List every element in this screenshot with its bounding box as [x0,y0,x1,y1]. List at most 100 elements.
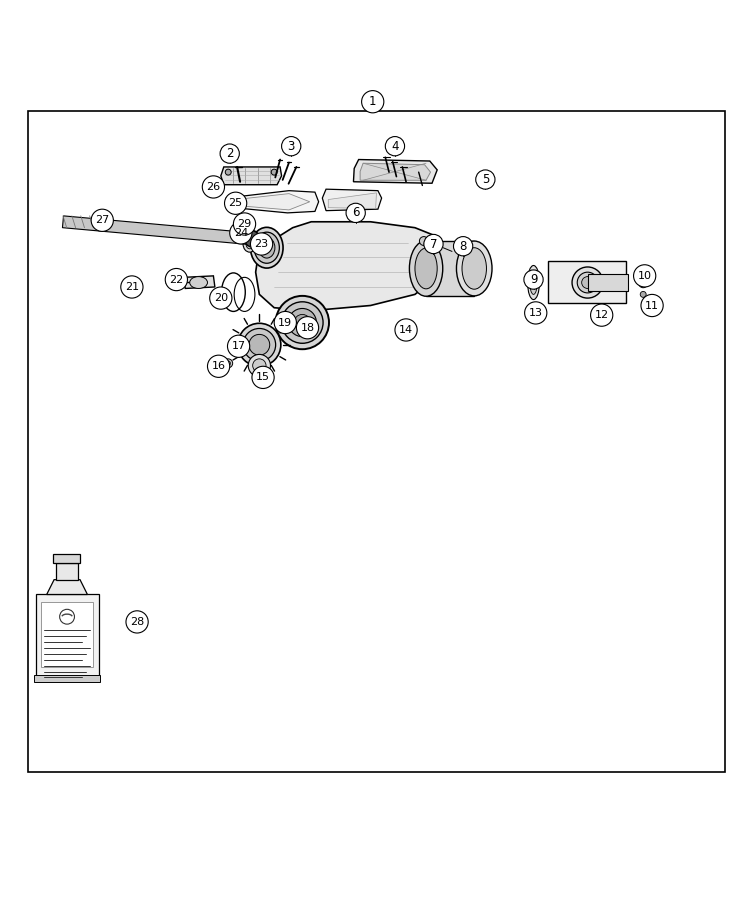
Circle shape [591,304,613,327]
Text: 13: 13 [529,308,542,318]
Circle shape [230,221,252,244]
Text: 2: 2 [226,147,233,160]
Text: 9: 9 [530,273,537,286]
Circle shape [385,137,405,156]
Bar [28,111,725,772]
Text: 22: 22 [169,274,184,284]
Circle shape [59,609,75,624]
Text: 8: 8 [459,239,467,253]
Ellipse shape [276,296,329,349]
Circle shape [274,311,296,334]
Ellipse shape [253,359,266,373]
Ellipse shape [582,276,594,289]
Circle shape [226,361,230,365]
Polygon shape [226,191,319,213]
Circle shape [634,265,656,287]
Polygon shape [53,554,80,563]
Polygon shape [184,276,215,289]
Circle shape [639,279,648,288]
Text: 10: 10 [638,271,651,281]
Ellipse shape [528,266,539,300]
Text: 5: 5 [482,173,489,186]
Circle shape [296,317,319,339]
Ellipse shape [243,236,256,252]
Ellipse shape [190,276,207,289]
Polygon shape [36,595,99,676]
Ellipse shape [245,230,259,247]
Circle shape [250,233,273,255]
Circle shape [233,213,256,235]
Circle shape [271,169,277,176]
Text: 25: 25 [228,198,243,208]
Ellipse shape [250,228,283,268]
Ellipse shape [530,271,537,294]
Text: 11: 11 [645,301,659,310]
Circle shape [227,335,250,357]
Circle shape [419,237,428,246]
Circle shape [640,292,646,297]
Circle shape [207,356,230,377]
Text: 23: 23 [254,239,269,249]
Text: 19: 19 [278,318,293,328]
Polygon shape [360,163,431,180]
Circle shape [282,137,301,156]
Text: 18: 18 [300,323,315,333]
Text: 6: 6 [352,206,359,220]
Polygon shape [236,194,310,210]
Ellipse shape [409,240,443,296]
Circle shape [225,192,247,214]
Text: 24: 24 [233,228,248,238]
Circle shape [202,176,225,198]
Circle shape [224,359,233,368]
Ellipse shape [243,328,276,361]
Ellipse shape [282,302,323,343]
Polygon shape [256,221,437,310]
Polygon shape [353,159,437,184]
Text: 1: 1 [369,95,376,108]
Polygon shape [221,166,282,184]
Polygon shape [588,274,628,291]
Text: 3: 3 [288,140,295,153]
Circle shape [225,169,231,176]
Circle shape [210,287,232,310]
Circle shape [126,611,148,633]
Circle shape [525,302,547,324]
Ellipse shape [415,248,437,289]
Polygon shape [328,193,376,209]
Text: 14: 14 [399,325,413,335]
Circle shape [424,234,443,254]
Circle shape [91,209,113,231]
Text: 20: 20 [213,293,228,303]
Polygon shape [62,216,253,245]
Circle shape [346,203,365,222]
Text: 28: 28 [130,616,144,627]
Ellipse shape [288,309,316,337]
Circle shape [453,237,473,256]
Circle shape [220,144,239,163]
Bar [41,602,93,667]
Text: 26: 26 [206,182,221,192]
Text: 21: 21 [124,282,139,292]
Ellipse shape [238,323,281,366]
Circle shape [641,294,663,317]
Ellipse shape [248,355,270,376]
Polygon shape [47,580,87,595]
Ellipse shape [249,335,270,356]
Circle shape [524,270,543,289]
Polygon shape [548,261,626,303]
Text: 27: 27 [95,215,110,225]
Text: 15: 15 [256,373,270,382]
Ellipse shape [254,232,279,264]
Polygon shape [426,241,474,296]
Ellipse shape [294,314,310,330]
Circle shape [362,91,384,112]
Text: 29: 29 [237,219,252,229]
Ellipse shape [456,241,492,296]
Ellipse shape [577,272,598,292]
Text: 16: 16 [212,361,225,372]
Circle shape [252,366,274,389]
Circle shape [395,319,417,341]
Circle shape [476,170,495,189]
Circle shape [165,268,187,291]
Circle shape [121,276,143,298]
